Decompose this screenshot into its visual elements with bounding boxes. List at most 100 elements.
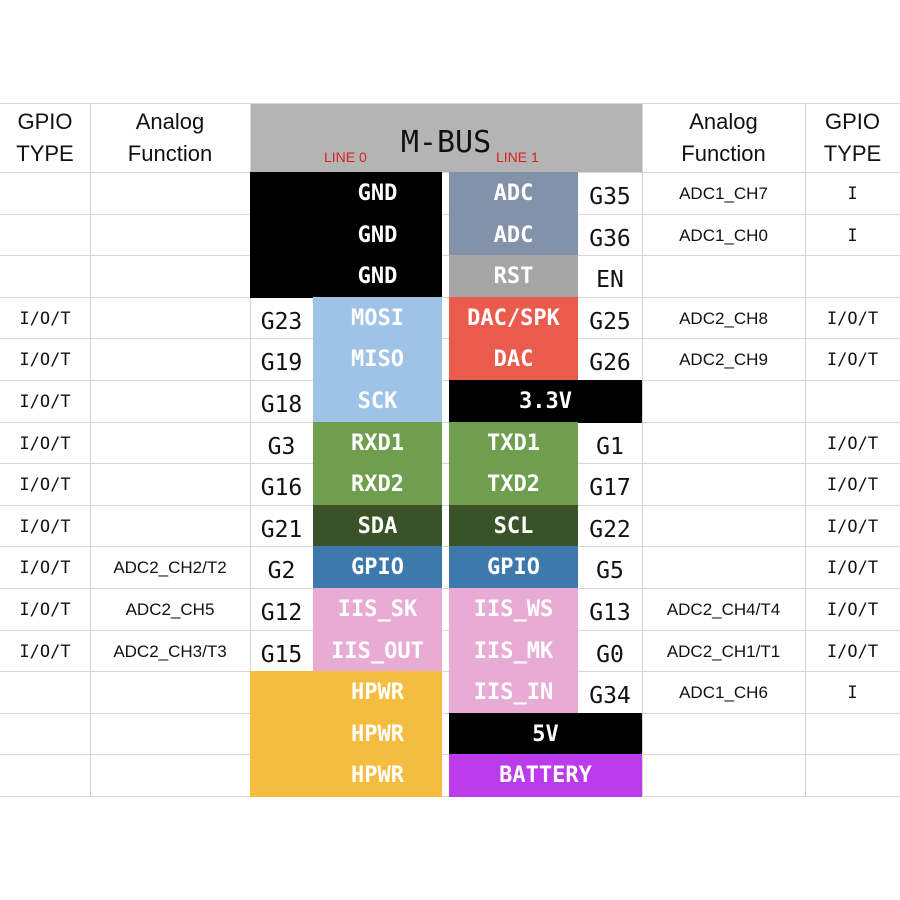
line1-signal: SCL [449, 505, 578, 547]
right-gpio-type: I/O/T [826, 600, 879, 620]
left-pin-label: G23 [260, 308, 303, 335]
line0-signal: GND [250, 172, 442, 215]
left-pin-label: G16 [260, 475, 303, 501]
left-gpio-type: I/O/T [19, 433, 71, 454]
right-analog-function [642, 506, 805, 547]
grid-line [0, 103, 900, 104]
line1-signal: ADC [449, 214, 578, 256]
line0-signal: HPWR [250, 671, 442, 714]
left-gpio-type-header: GPIO TYPE [0, 103, 90, 172]
line1-signal: TXD1 [449, 422, 578, 464]
line0-signal: MOSI [313, 297, 442, 339]
left-analog-function [90, 714, 250, 755]
right-analog-header: Analog Function [642, 103, 805, 172]
left-gpio-type: I/O/T [19, 516, 71, 537]
line0-signal: MISO [313, 338, 442, 381]
right-pin-label: G5 [596, 558, 624, 584]
right-analog-function [642, 423, 805, 464]
right-pin-label: G36 [589, 225, 631, 252]
left-gpio-type: I/O/T [19, 641, 71, 662]
right-pin-label: EN [596, 267, 624, 293]
left-pin-label: G21 [260, 516, 303, 543]
line0-signal: IIS_SK [313, 588, 442, 631]
left-analog-header-line1: Analog [135, 108, 205, 134]
right-gpio-type: I/O/T [826, 516, 879, 537]
left-gpio-type [0, 173, 90, 215]
left-analog-header: Analog Function [90, 103, 250, 172]
line0-signal: HPWR [250, 754, 442, 797]
right-gpio-type: I/O/T [826, 475, 879, 495]
right-pin-label: G26 [589, 350, 631, 376]
right-analog-header-line1: Analog [689, 108, 758, 134]
line1-label: LINE 1 [496, 149, 539, 165]
grid-line [642, 103, 643, 797]
right-gpio-type: I/O/T [826, 308, 879, 329]
right-pin-label: G17 [589, 475, 631, 501]
line1-signal: ADC [449, 172, 578, 215]
right-pin-label: G34 [589, 683, 631, 709]
right-analog-function: ADC1_CH7 [679, 184, 768, 203]
line0-signal: HPWR [250, 713, 442, 755]
left-gpio-type: I/O/T [19, 475, 71, 495]
right-analog-function: ADC2_CH9 [679, 350, 768, 369]
grid-line [805, 103, 806, 797]
mbus-title: M-BUS [400, 125, 492, 160]
left-analog-function: ADC2_CH5 [125, 600, 215, 619]
left-analog-function [90, 381, 250, 423]
right-gpio-type: I [847, 225, 858, 246]
left-gpio-type [0, 755, 90, 797]
left-gpio-type-header-line2: TYPE [16, 140, 74, 166]
line0-signal: IIS_OUT [313, 630, 442, 672]
line1-signal: IIS_MK [449, 630, 578, 672]
left-gpio-type [0, 215, 90, 256]
right-pin-label: G25 [589, 308, 631, 335]
left-gpio-type: I/O/T [19, 558, 71, 578]
left-pin-label: G3 [267, 433, 296, 460]
right-gpio-type-header: GPIO TYPE [805, 103, 900, 172]
right-analog-function: ADC2_CH8 [679, 308, 768, 328]
left-gpio-type: I/O/T [19, 600, 71, 620]
left-gpio-type-header-line1: GPIO [17, 108, 73, 134]
line0-signal: RXD2 [313, 463, 442, 506]
right-gpio-type [805, 755, 900, 797]
right-gpio-type [805, 714, 900, 755]
line1-signal: IIS_IN [449, 671, 578, 714]
left-gpio-type [0, 714, 90, 755]
line1-signal: GPIO [449, 546, 578, 589]
left-pin-label: G18 [260, 392, 303, 418]
right-analog-function [642, 547, 805, 589]
right-gpio-type: I/O/T [826, 558, 879, 578]
line1-signal: IIS_WS [449, 588, 578, 631]
left-gpio-type: I/O/T [19, 392, 71, 412]
line1-signal: DAC [449, 338, 578, 381]
left-pin-label: G15 [260, 641, 303, 668]
left-analog-function: ADC2_CH2/T2 [113, 558, 227, 577]
line0-signal: GND [250, 255, 442, 298]
line0-signal: GPIO [313, 546, 442, 589]
right-gpio-type: I [847, 184, 858, 204]
left-pin-label: G19 [260, 350, 303, 376]
right-gpio-type: I/O/T [826, 641, 879, 662]
right-gpio-type: I [847, 683, 858, 703]
left-analog-header-line2: Function [127, 140, 213, 166]
line1-signal: 5V [449, 713, 642, 755]
left-analog-function [90, 755, 250, 797]
line1-signal: TXD2 [449, 463, 578, 506]
right-analog-function: ADC1_CH6 [679, 683, 768, 702]
right-analog-function [642, 714, 805, 755]
line0-signal: SDA [313, 505, 442, 547]
right-analog-function: ADC2_CH4/T4 [666, 600, 781, 619]
right-analog-function: ADC1_CH0 [679, 225, 768, 245]
left-gpio-type: I/O/T [19, 350, 71, 370]
left-analog-function [90, 672, 250, 714]
right-analog-header-line2: Function [681, 140, 766, 166]
right-pin-label: G1 [596, 433, 624, 460]
line1-signal: BATTERY [449, 754, 642, 797]
right-gpio-type: I/O/T [826, 433, 879, 454]
line1-signal: RST [449, 255, 578, 298]
right-gpio-type: I/O/T [826, 350, 879, 370]
mbus-header: M-BUS LINE 0 LINE 1 [250, 103, 642, 172]
left-gpio-type [0, 672, 90, 714]
left-gpio-type: I/O/T [19, 308, 71, 329]
